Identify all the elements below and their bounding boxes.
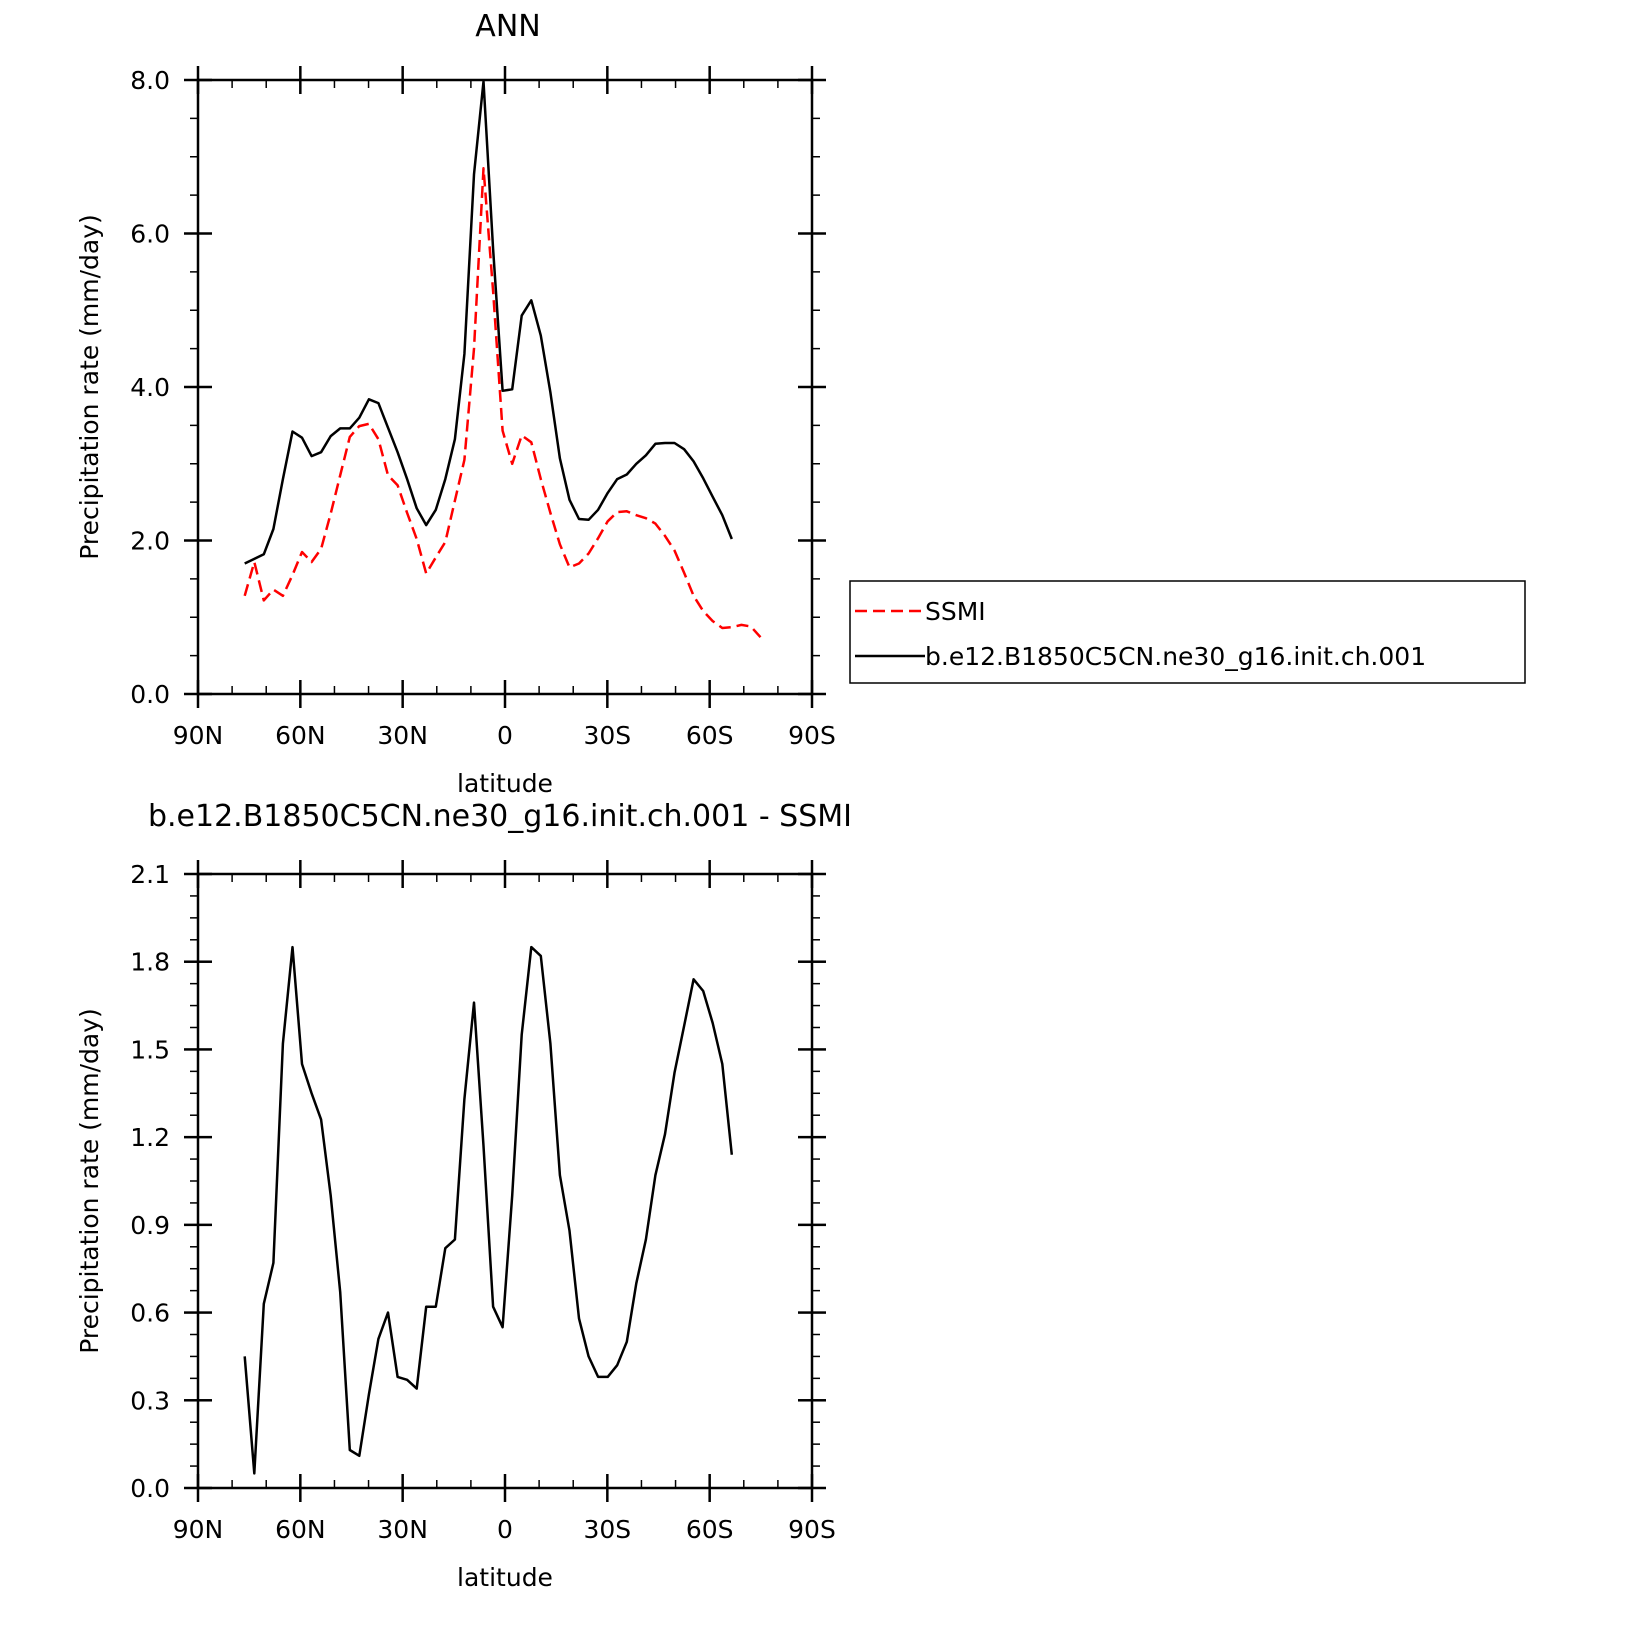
x-axis-label: latitude xyxy=(457,769,553,798)
x-tick-label: 30N xyxy=(377,721,428,750)
y-tick-label: 0.0 xyxy=(130,1474,170,1503)
axis-ticks xyxy=(184,860,826,1502)
chart-title: b.e12.B1850C5CN.ne30_g16.init.ch.001 - S… xyxy=(148,799,852,834)
chart-panel-top: ANN 90N 60N 30N 0 30S 60S 90S 0.0 2.0 4.0 6.0 8.0 l… xyxy=(75,9,1526,798)
legend-label-ssmi: SSMI xyxy=(925,597,986,626)
y-tick-label: 0.0 xyxy=(130,680,170,709)
x-tick-label: 60S xyxy=(686,1515,734,1544)
series-layer xyxy=(243,80,762,639)
x-tick-label: 60N xyxy=(275,1515,326,1544)
x-tick-label: 90N xyxy=(173,721,224,750)
legend-label-model: b.e12.B1850C5CN.ne30_g16.init.ch.001 xyxy=(925,642,1426,671)
legend-box xyxy=(849,580,1526,684)
x-tick-label: 0 xyxy=(497,721,513,750)
y-tick-label: 0.3 xyxy=(130,1386,170,1415)
chart-title: ANN xyxy=(475,9,540,44)
tick-labels: 90N 60N 30N 0 30S 60S 90S 0.0 0.3 0.6 0.9 1.2 1.5 1.8… xyxy=(130,860,836,1544)
chart-panel-bottom: b.e12.B1850C5CN.ne30_g16.init.ch.001 - S… xyxy=(75,799,852,1592)
y-tick-label: 0.9 xyxy=(130,1211,170,1240)
x-tick-label: 90S xyxy=(788,1515,836,1544)
series-layer xyxy=(243,945,734,1475)
x-tick-label: 30S xyxy=(583,1515,631,1544)
x-tick-label: 90S xyxy=(788,721,836,750)
y-tick-label: 2.1 xyxy=(130,860,170,889)
y-tick-label: 4.0 xyxy=(130,373,170,402)
series-line-difference xyxy=(243,945,734,1475)
y-tick-label: 1.8 xyxy=(130,948,170,977)
plot-frame xyxy=(196,78,814,696)
y-tick-label: 8.0 xyxy=(130,66,170,95)
y-tick-label: 6.0 xyxy=(130,220,170,249)
x-axis-label: latitude xyxy=(457,1563,553,1592)
x-tick-label: 60N xyxy=(275,721,326,750)
x-tick-label: 0 xyxy=(497,1515,513,1544)
y-axis-label: Precipitation rate (mm/day) xyxy=(75,1008,104,1354)
series-line-ssmi xyxy=(243,167,762,639)
y-axis-label: Precipitation rate (mm/day) xyxy=(75,214,104,560)
y-tick-label: 2.0 xyxy=(130,527,170,556)
x-tick-label: 90N xyxy=(173,1515,224,1544)
y-tick-label: 0.6 xyxy=(130,1299,170,1328)
y-tick-label: 1.5 xyxy=(130,1035,170,1064)
series-line-b-e12-b1850c5cn-ne30-g16-init-ch-001 xyxy=(244,80,733,565)
x-tick-label: 30N xyxy=(377,1515,428,1544)
x-tick-label: 30S xyxy=(583,721,631,750)
x-tick-label: 60S xyxy=(686,721,734,750)
tick-labels: 90N 60N 30N 0 30S 60S 90S 0.0 2.0 4.0 6.0 8.0 xyxy=(130,66,836,750)
y-tick-label: 1.2 xyxy=(130,1123,170,1152)
axis-ticks xyxy=(184,66,826,708)
legend: SSMI b.e12.B1850C5CN.ne30_g16.init.ch.00… xyxy=(849,580,1526,684)
